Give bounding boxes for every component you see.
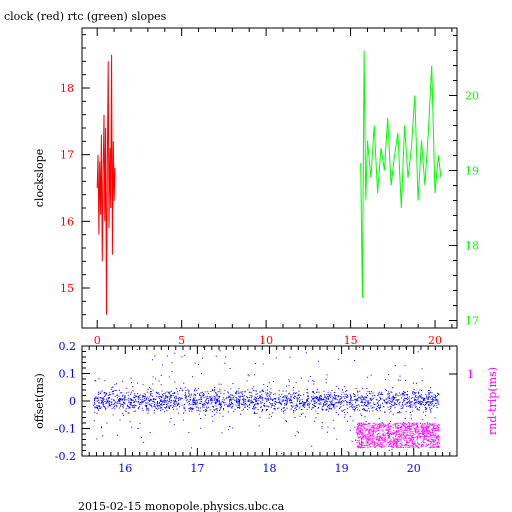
top-x-axis: 0 5 10 15 20 bbox=[94, 28, 453, 347]
bottom-y2-tick-label: 1 bbox=[467, 368, 474, 381]
bottom-x-tick-label: 20 bbox=[407, 462, 421, 475]
top-y2-tick-label: 17 bbox=[465, 315, 479, 328]
bottom-y-tick-label: -0.2 bbox=[55, 450, 76, 463]
bottom-x-tick-label: 17 bbox=[190, 462, 204, 475]
top-y-tick-label: 15 bbox=[60, 282, 74, 295]
chart-title: clock (red) rtc (green) slopes bbox=[4, 10, 167, 23]
bottom-y-tick-label: 0 bbox=[69, 395, 76, 408]
top-y-tick-label: 16 bbox=[60, 215, 74, 228]
top-y2-tick-label: 19 bbox=[465, 165, 479, 178]
top-left-y-axis: 15 16 17 18 bbox=[60, 34, 90, 329]
offset-points bbox=[92, 346, 440, 456]
top-x-tick-label: 0 bbox=[94, 334, 101, 347]
bottom-x-axis: 16 17 18 19 20 bbox=[88, 346, 458, 475]
top-right-y-axis: 17 18 19 20 bbox=[449, 35, 479, 328]
top-y-tick-label: 18 bbox=[60, 82, 74, 95]
bottom-right-y-axis-label: rnd-trip(ms) bbox=[486, 367, 499, 435]
top-y2-tick-label: 18 bbox=[465, 240, 479, 253]
top-x-tick-label: 20 bbox=[428, 334, 442, 347]
bottom-y-tick-label: -0.1 bbox=[55, 423, 76, 436]
roundtrip-points bbox=[356, 422, 440, 449]
top-y-axis-label: clockslope bbox=[33, 149, 46, 207]
rtc-slope-line bbox=[360, 50, 442, 299]
footer-caption: 2015-02-15 monopole.physics.ubc.ca bbox=[78, 500, 285, 512]
top-y2-tick-label: 20 bbox=[465, 90, 479, 103]
clock-slope-line bbox=[96, 54, 116, 315]
bottom-y-tick-label: 0.1 bbox=[59, 368, 77, 381]
bottom-series-group bbox=[92, 346, 440, 456]
top-x-tick-label: 10 bbox=[259, 334, 273, 347]
top-y-tick-label: 17 bbox=[60, 149, 74, 162]
bottom-y-tick-label: 0.2 bbox=[59, 340, 77, 353]
bottom-right-y-axis: 1 bbox=[449, 368, 474, 381]
top-x-tick-label: 5 bbox=[178, 334, 185, 347]
bottom-left-y-axis: -0.2 -0.1 0 0.1 0.2 bbox=[55, 340, 90, 463]
top-series-group bbox=[96, 50, 442, 315]
bottom-x-tick-label: 18 bbox=[263, 462, 277, 475]
bottom-x-tick-label: 19 bbox=[335, 462, 349, 475]
top-plot-frame bbox=[81, 27, 458, 329]
bottom-x-tick-label: 16 bbox=[118, 462, 132, 475]
bottom-y-axis-label: offset(ms) bbox=[33, 373, 46, 429]
top-x-tick-label: 15 bbox=[344, 334, 358, 347]
